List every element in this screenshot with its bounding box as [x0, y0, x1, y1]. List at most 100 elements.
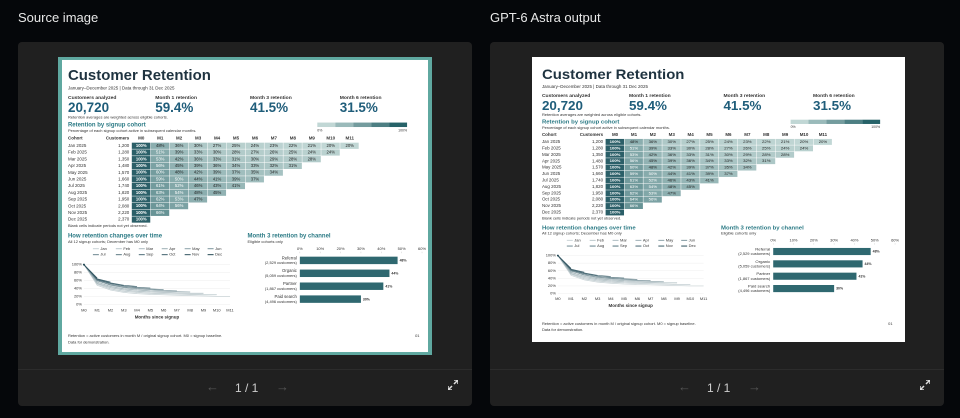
x-tick-label: M0 — [81, 307, 87, 312]
cell-label: 45% — [175, 163, 184, 168]
scale-label: 100% — [398, 128, 407, 132]
cell-label: 100% — [136, 190, 147, 195]
expand[interactable] — [448, 380, 458, 390]
subtitle: January–December 2025 | Data through 31 … — [68, 85, 175, 90]
customers: 1,570 — [592, 165, 604, 170]
heat-cell — [662, 158, 681, 165]
heat-cell — [264, 142, 283, 149]
prev[interactable]: ← — [206, 379, 219, 394]
heat-cell — [226, 176, 245, 183]
heat-cell — [150, 203, 170, 210]
kpi-label: Customers analyzed — [542, 93, 590, 99]
cohort-label: Apr 2025 — [542, 158, 561, 163]
cell-label: 24% — [800, 145, 809, 150]
next[interactable]: → — [748, 379, 761, 394]
table-header: M3 — [669, 132, 676, 137]
cell-label: 30% — [194, 143, 203, 148]
cell-label: 32% — [270, 163, 279, 168]
line — [83, 264, 231, 297]
kpi-label: Month 3 retention — [250, 95, 292, 101]
heat-cell — [624, 138, 643, 145]
heat-cell — [169, 162, 189, 169]
heat-cell — [131, 156, 151, 163]
cell-label: 100% — [136, 203, 147, 208]
heat-cell — [662, 138, 681, 145]
heat-cell — [150, 176, 170, 183]
table-header: M0 — [138, 136, 145, 141]
page-indicator: 1 / 1 — [235, 381, 259, 395]
expand[interactable] — [920, 380, 930, 390]
cohort-label: Sep 2025 — [68, 197, 88, 202]
cell-label: 27% — [213, 143, 222, 148]
data-label: 30% — [363, 297, 370, 301]
cell-label: 39% — [213, 170, 222, 175]
heat-cell — [226, 182, 245, 190]
kpi-label: Month 3 retention — [723, 93, 765, 99]
prev[interactable]: ← — [678, 379, 691, 394]
cell-label: 34% — [743, 165, 752, 170]
heat-cell — [605, 209, 625, 216]
cell-label: 25% — [762, 145, 771, 150]
cell-label: 30% — [724, 152, 733, 157]
table-header: M2 — [650, 132, 657, 137]
next[interactable]: → — [276, 379, 289, 394]
table-header: Cohort — [542, 132, 557, 137]
bar-label: Organic — [282, 268, 297, 273]
cell-label: 28% — [705, 145, 714, 150]
customers: 2,080 — [118, 203, 130, 208]
heat-cell — [150, 189, 170, 196]
table-header: M2 — [176, 136, 183, 141]
customers: 1,200 — [118, 143, 130, 148]
cell-label: 33% — [194, 150, 203, 155]
x-tick-label: M8 — [187, 307, 193, 312]
cell-label: 63% — [630, 184, 639, 189]
x-tick-label: M2 — [582, 296, 588, 301]
note: Retention averages are weighted across e… — [68, 115, 168, 120]
heat-cell — [681, 151, 700, 158]
heat-cell — [700, 158, 719, 165]
heat-cell — [226, 162, 245, 169]
heat-cell — [737, 145, 757, 152]
heat-cell — [302, 142, 321, 149]
cohort-label: Oct 2025 — [68, 203, 87, 208]
cell-label: 20% — [800, 139, 809, 144]
bar-sublabel: (1,867 customers) — [738, 276, 771, 281]
scale-swatch — [335, 122, 354, 128]
scale-swatch — [862, 119, 881, 124]
cohort-label: Jul 2025 — [542, 178, 559, 183]
x-tick-label: 50% — [398, 246, 406, 251]
cell-label: 37% — [251, 176, 260, 181]
cell-label: 27% — [686, 139, 695, 144]
section-title: Month 3 retention by channel — [247, 233, 330, 239]
heat-cell — [150, 169, 170, 176]
heat-cell — [340, 142, 359, 149]
left-label: Source image — [18, 10, 99, 25]
cell-label: 21% — [308, 143, 317, 148]
customers: 1,820 — [592, 184, 604, 189]
heat-cell — [150, 196, 170, 203]
customers: 2,080 — [592, 197, 604, 202]
heat-cell — [169, 149, 189, 156]
section-title: How retention changes over time — [68, 233, 163, 239]
cell-label: 22% — [289, 143, 298, 148]
heat-cell — [131, 169, 151, 176]
legend-label: Dec — [689, 243, 696, 248]
line — [83, 264, 217, 296]
heat-cell — [188, 149, 208, 156]
heat-cell — [624, 158, 643, 165]
heat-cell — [207, 189, 227, 196]
table-header: M5 — [233, 136, 240, 141]
heat-cell — [794, 145, 813, 152]
heat-cell — [207, 156, 227, 163]
bar — [299, 282, 384, 290]
x-tick-label: M5 — [148, 307, 154, 312]
bar — [299, 256, 398, 265]
cell-label: 33% — [724, 158, 733, 163]
heat-cell — [718, 171, 738, 177]
y-tick-label: 40% — [548, 275, 556, 280]
x-tick-label: 10% — [316, 246, 324, 251]
cell-label: 44% — [668, 171, 677, 176]
kpi-label: Customers analyzed — [68, 95, 116, 101]
table-header: M4 — [688, 132, 695, 137]
